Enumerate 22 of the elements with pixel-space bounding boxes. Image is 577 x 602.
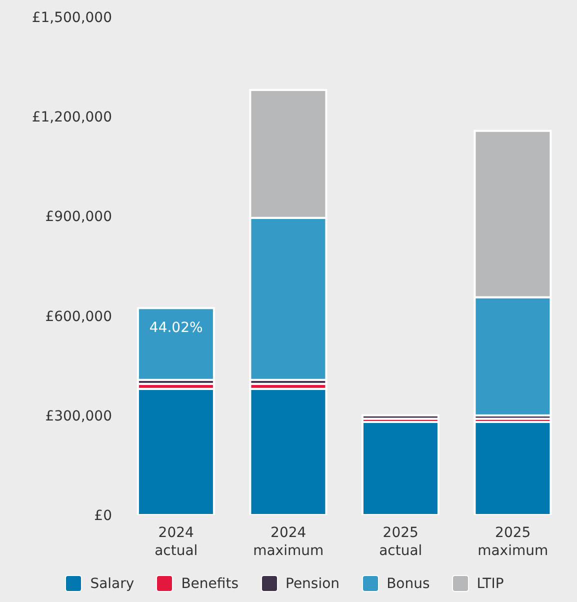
bar (361, 421, 440, 515)
annotation: 44.02% (149, 320, 203, 336)
y-tick-label: £1,200,000 (32, 110, 112, 126)
legend-label: LTIP (476, 576, 504, 592)
x-tick-label: 2025 maximum (478, 525, 548, 559)
legend-label: Salary (90, 576, 134, 592)
x-tick-label: 2024 actual (154, 525, 198, 559)
bar (136, 307, 215, 381)
y-tick-label: £0 (94, 508, 112, 524)
legend-label: Benefits (181, 576, 238, 592)
y-tick-label: £300,000 (45, 408, 112, 424)
bar (136, 388, 215, 515)
y-tick-label: £600,000 (45, 308, 112, 325)
bar (249, 388, 328, 515)
x-tick-label: 2025 actual (379, 525, 422, 559)
legend-label: Pension (286, 576, 340, 592)
bar (474, 421, 552, 515)
y-tick-label: £1,500,000 (32, 10, 112, 26)
legend-label: Bonus (386, 576, 430, 592)
bar (361, 414, 440, 420)
x-tick-label: 2024 maximum (253, 525, 324, 559)
y-tick-label: £900,000 (45, 209, 112, 226)
